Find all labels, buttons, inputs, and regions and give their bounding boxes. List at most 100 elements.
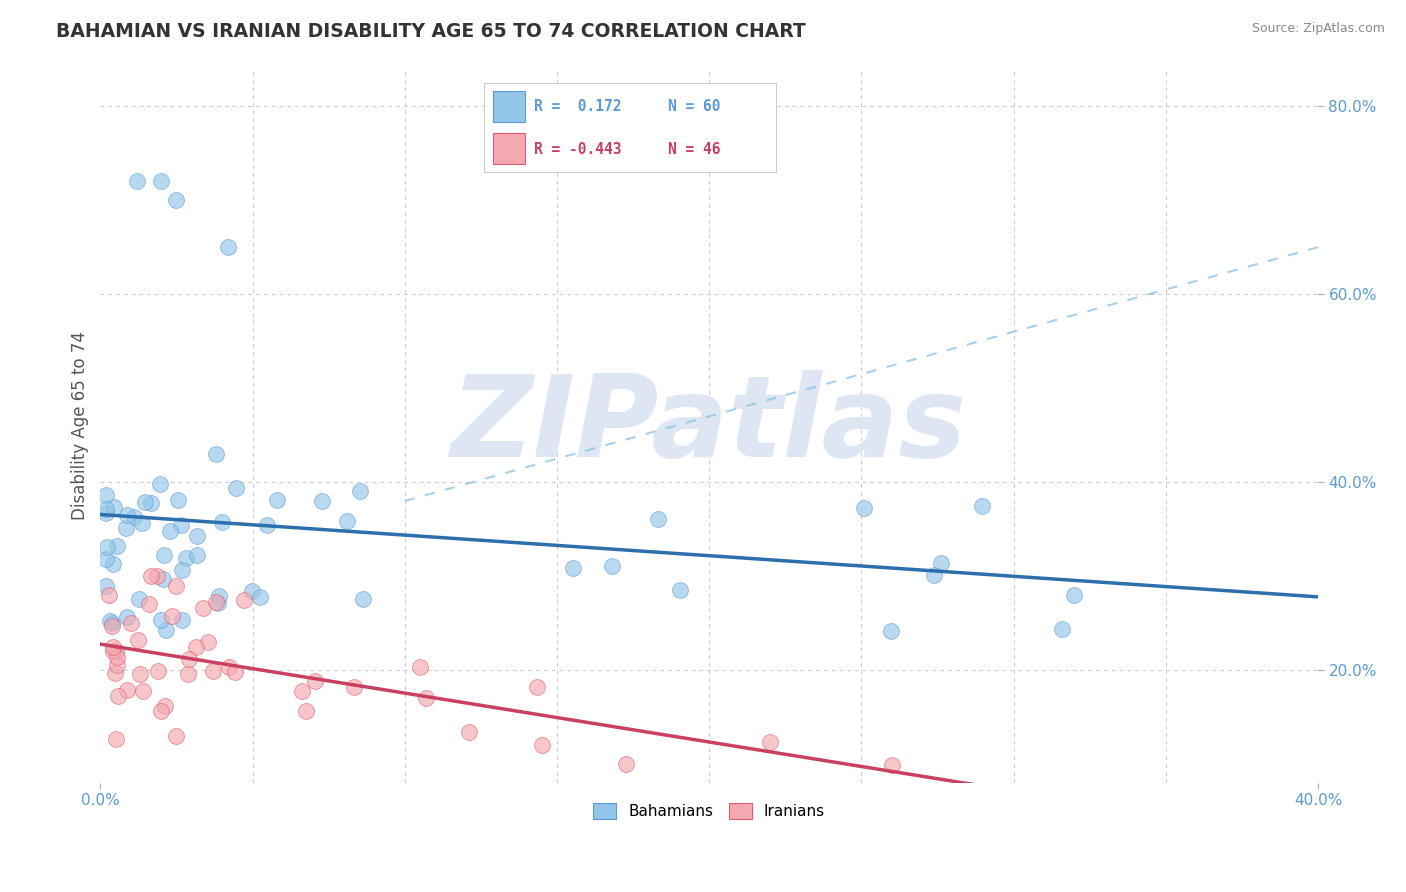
Iranians [138, 597, 160, 611]
Iranians [191, 601, 214, 615]
Bahamians [131, 516, 153, 531]
Iranians [526, 680, 548, 694]
Text: ZIPatlas: ZIPatlas [451, 370, 967, 482]
Bahamians [880, 624, 903, 639]
Bahamians [98, 614, 121, 628]
Bahamians [139, 496, 162, 510]
Bahamians [172, 564, 194, 578]
Bahamians [125, 174, 148, 188]
Bahamians [166, 492, 188, 507]
Bahamians [205, 447, 228, 461]
Iranians [128, 666, 150, 681]
Iranians [184, 640, 207, 654]
Iranians [177, 667, 200, 681]
Iranians [98, 588, 121, 602]
Iranians [759, 735, 782, 749]
Y-axis label: Disability Age 65 to 74: Disability Age 65 to 74 [72, 331, 89, 520]
Bahamians [349, 483, 371, 498]
Iranians [343, 680, 366, 694]
Bahamians [336, 514, 359, 528]
Iranians [104, 644, 127, 658]
Bahamians [208, 589, 231, 603]
Iranians [177, 652, 200, 666]
Bahamians [150, 613, 173, 627]
Bahamians [170, 518, 193, 533]
Iranians [166, 729, 188, 743]
Iranians [218, 660, 240, 674]
Bahamians [217, 240, 239, 254]
Iranians [614, 757, 637, 772]
Bahamians [149, 477, 172, 491]
Bahamians [115, 609, 138, 624]
Bahamians [96, 488, 118, 502]
Bahamians [155, 624, 177, 638]
Bahamians [96, 552, 118, 566]
Iranians [304, 673, 326, 688]
Bahamians [128, 592, 150, 607]
Iranians [139, 569, 162, 583]
Bahamians [249, 590, 271, 604]
Bahamians [647, 512, 669, 526]
Bahamians [114, 521, 136, 535]
Bahamians [240, 584, 263, 599]
Bahamians [207, 596, 229, 610]
Iranians [104, 666, 127, 681]
Iranians [120, 616, 142, 631]
Iranians [107, 658, 129, 673]
Bahamians [931, 556, 953, 570]
Bahamians [1050, 623, 1073, 637]
Bahamians [150, 174, 173, 188]
Bahamians [159, 524, 181, 538]
Bahamians [105, 539, 128, 553]
Iranians [103, 640, 125, 654]
Bahamians [101, 615, 124, 630]
Iranians [103, 644, 125, 658]
Bahamians [266, 492, 288, 507]
Iranians [205, 595, 228, 609]
Iranians [197, 635, 219, 649]
Iranians [409, 659, 432, 673]
Bahamians [225, 481, 247, 495]
Text: BAHAMIAN VS IRANIAN DISABILITY AGE 65 TO 74 CORRELATION CHART: BAHAMIAN VS IRANIAN DISABILITY AGE 65 TO… [56, 22, 806, 41]
Bahamians [1063, 588, 1085, 602]
Iranians [224, 665, 246, 679]
Bahamians [170, 613, 193, 627]
Bahamians [211, 516, 233, 530]
Bahamians [176, 550, 198, 565]
Iranians [165, 578, 187, 592]
Bahamians [117, 508, 139, 522]
Bahamians [352, 591, 374, 606]
Iranians [146, 665, 169, 679]
Bahamians [96, 506, 118, 520]
Iranians [294, 705, 316, 719]
Bahamians [101, 558, 124, 572]
Bahamians [852, 501, 875, 516]
Iranians [160, 608, 183, 623]
Legend: Bahamians, Iranians: Bahamians, Iranians [588, 797, 831, 825]
Iranians [202, 664, 225, 678]
Bahamians [166, 193, 188, 207]
Iranians [101, 619, 124, 633]
Bahamians [96, 501, 118, 516]
Iranians [291, 684, 314, 698]
Bahamians [972, 499, 994, 513]
Iranians [458, 725, 481, 739]
Bahamians [153, 548, 176, 562]
Bahamians [669, 582, 692, 597]
Iranians [880, 757, 903, 772]
Bahamians [922, 568, 945, 582]
Iranians [415, 691, 437, 706]
Iranians [530, 738, 553, 752]
Bahamians [562, 561, 585, 575]
Iranians [105, 732, 128, 747]
Bahamians [311, 494, 333, 508]
Bahamians [186, 548, 208, 562]
Iranians [127, 633, 149, 648]
Bahamians [186, 529, 208, 543]
Text: Source: ZipAtlas.com: Source: ZipAtlas.com [1251, 22, 1385, 36]
Bahamians [134, 494, 156, 508]
Iranians [117, 682, 139, 697]
Iranians [146, 569, 169, 583]
Iranians [132, 684, 155, 698]
Iranians [153, 699, 176, 714]
